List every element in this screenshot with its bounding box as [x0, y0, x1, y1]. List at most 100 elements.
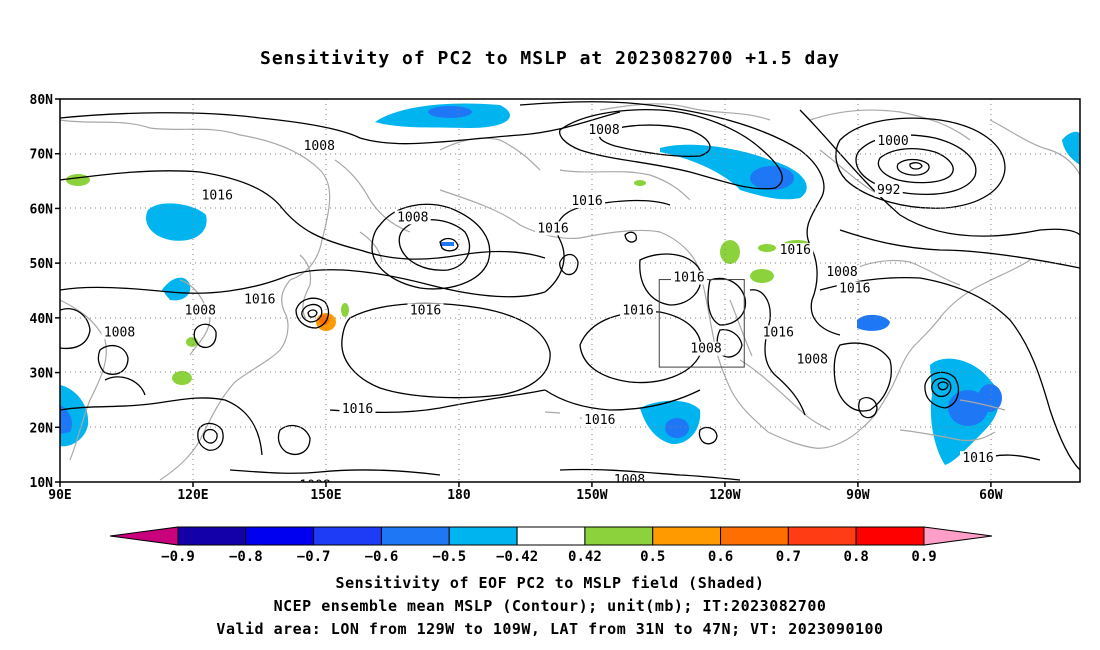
- contour-label: 1016: [763, 325, 794, 340]
- lat-label: 30N: [30, 367, 54, 382]
- colorbar-segment: [380, 526, 450, 546]
- lon-label: 120E: [177, 488, 208, 503]
- colorbar-segment: [720, 526, 789, 546]
- contour-label-bg: [760, 325, 797, 340]
- contour-label-bg: [339, 401, 376, 416]
- lat-label: 70N: [30, 148, 54, 163]
- contour-label-bg: [671, 270, 707, 285]
- contour-label: 1016: [673, 271, 704, 286]
- lon-label: 60W: [979, 488, 1003, 503]
- contour-label: 1008: [614, 473, 645, 488]
- contour-label-bg: [960, 451, 996, 466]
- caption-valid-area: Valid area: LON from 129W to 109W, LAT f…: [216, 620, 884, 638]
- colorbar-segment: [245, 526, 315, 546]
- contour-label: 1008: [588, 123, 619, 138]
- lon-label: 90W: [846, 488, 870, 503]
- contour-label-bg: [241, 292, 278, 307]
- contour-label: 1008: [690, 342, 721, 357]
- longitude-axis: 90E 120E 150E 180 150W 120W 90W 60W: [48, 482, 1003, 503]
- contour-label-bg: [620, 303, 656, 318]
- contour-label-bg: [569, 193, 605, 208]
- contour-label: 1008: [304, 139, 335, 154]
- colorbar-segment: [516, 526, 586, 546]
- contour-label: 1016: [839, 282, 870, 297]
- contour-label: 1000: [877, 134, 908, 149]
- colorbar: −0.9 −0.8 −0.7 −0.6 −0.5 −0.42 0.42 0.5 0.6 0.7 0.…: [109, 526, 993, 565]
- contour-label: 1016: [244, 292, 275, 307]
- contour-label-bg: [297, 478, 333, 482]
- contour-label-bg: [535, 221, 571, 236]
- colorbar-segment: [584, 526, 654, 546]
- colorbar-label: −0.42: [496, 549, 538, 565]
- graticule: [60, 99, 1080, 482]
- contour-labels: 1008101610081008101610161000992101610081…: [101, 122, 996, 493]
- colorbar-label: 0.9: [911, 549, 936, 565]
- colorbar-label: −0.9: [161, 549, 195, 565]
- map-frame: [59, 98, 1081, 483]
- colorbar-label: 0.7: [776, 549, 801, 565]
- contour-label: 1008: [797, 353, 828, 368]
- colorbar-label: −0.6: [365, 549, 399, 565]
- lon-label: 150E: [310, 488, 341, 503]
- contour-label-bg: [611, 473, 648, 482]
- contour-label-bg: [688, 341, 724, 356]
- lon-label: 120W: [709, 488, 740, 503]
- contour-label-bg: [407, 303, 444, 318]
- contour-label: 1016: [962, 451, 993, 466]
- lat-label: 20N: [30, 421, 54, 436]
- contour-label-bg: [301, 139, 338, 154]
- caption-shading: Sensitivity of EOF PC2 to MSLP field (Sh…: [335, 574, 765, 592]
- chart-title: Sensitivity of PC2 to MSLP at 2023082700…: [259, 48, 840, 69]
- colorbar-segment: [448, 526, 518, 546]
- contour-label-bg: [586, 122, 622, 137]
- contour-label-bg: [875, 133, 911, 148]
- contour-label-bg: [824, 265, 860, 280]
- contour-label: 1008: [397, 210, 428, 225]
- colorbar-segment: [787, 526, 857, 546]
- colorbar-segment: [923, 526, 993, 546]
- contour-label: 992: [877, 183, 900, 198]
- contour-label: 1008: [185, 303, 216, 318]
- contour-label: 1016: [202, 188, 233, 203]
- colorbar-label: −0.7: [297, 549, 331, 565]
- contour-label-bg: [777, 243, 814, 258]
- caption-contour: NCEP ensemble mean MSLP (Contour); unit(…: [273, 597, 827, 615]
- contour-label: 1008: [826, 265, 857, 280]
- lat-label: 60N: [30, 202, 54, 217]
- colorbar-label: 0.8: [844, 549, 869, 565]
- contour-label: 1016: [342, 402, 373, 417]
- colorbar-segment: [652, 526, 722, 546]
- contour-label: 1016: [537, 221, 568, 236]
- colorbar-segment: [177, 526, 247, 546]
- contour-label: 1016: [571, 194, 602, 209]
- lat-label: 10N: [30, 476, 54, 491]
- map-area: 1008101610081008101610161000992101610081…: [60, 99, 1080, 493]
- contour-label-bg: [581, 412, 618, 427]
- contour-label: 1016: [584, 413, 615, 428]
- colorbar-label: 0.6: [708, 549, 733, 565]
- latitude-axis: 80N 70N 60N 50N 40N 30N 20N 10N: [30, 93, 60, 491]
- colorbar-label: −0.5: [432, 549, 466, 565]
- contour-label-bg: [182, 303, 219, 318]
- lon-label: 90E: [48, 488, 71, 503]
- contour-label: 1016: [622, 303, 653, 318]
- contour-label-bg: [874, 183, 903, 198]
- colorbar-segment: [109, 526, 179, 546]
- contour-label-bg: [199, 188, 236, 203]
- contour-label: 1008: [104, 325, 135, 340]
- contour-label: 1016: [410, 303, 441, 318]
- contour-label-bg: [836, 281, 873, 296]
- contour-label: 1008: [299, 478, 330, 493]
- contour-label-bg: [794, 352, 831, 367]
- colorbar-label: 0.42: [568, 549, 602, 565]
- colorbar-segment: [855, 526, 925, 546]
- colorbar-segment: [313, 526, 382, 546]
- contour-label-bg: [101, 325, 138, 340]
- sensitivity-shading: [60, 103, 1080, 465]
- contour-label: 1016: [780, 243, 811, 258]
- colorbar-label: 0.5: [640, 549, 665, 565]
- lat-label: 40N: [30, 312, 54, 327]
- lon-label: 150W: [576, 488, 607, 503]
- mslp-contours: [60, 101, 1080, 481]
